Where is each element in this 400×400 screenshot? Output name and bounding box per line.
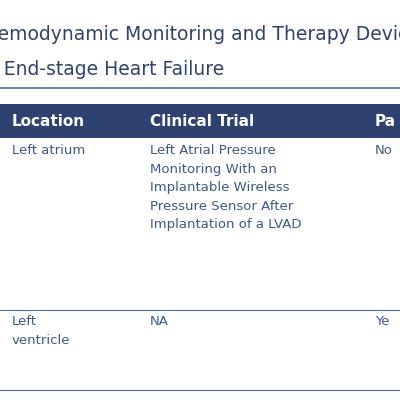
Text: Left
ventricle: Left ventricle <box>12 315 70 347</box>
Text: Left Atrial Pressure
Monitoring With an
Implantable Wireless
Pressure Sensor Aft: Left Atrial Pressure Monitoring With an … <box>150 144 302 231</box>
Text: Pa: Pa <box>375 114 396 128</box>
Text: for End-stage Heart Failure: for End-stage Heart Failure <box>0 60 224 79</box>
Text: Left atrium: Left atrium <box>12 144 85 157</box>
Text: Haemodynamic Monitoring and Therapy Devices: Haemodynamic Monitoring and Therapy Devi… <box>0 25 400 44</box>
Bar <box>0 104 400 138</box>
Text: NA: NA <box>150 315 169 328</box>
Text: No: No <box>375 144 393 157</box>
Text: Clinical Trial: Clinical Trial <box>150 114 254 128</box>
Text: Location: Location <box>12 114 85 128</box>
Text: Ye: Ye <box>375 315 390 328</box>
